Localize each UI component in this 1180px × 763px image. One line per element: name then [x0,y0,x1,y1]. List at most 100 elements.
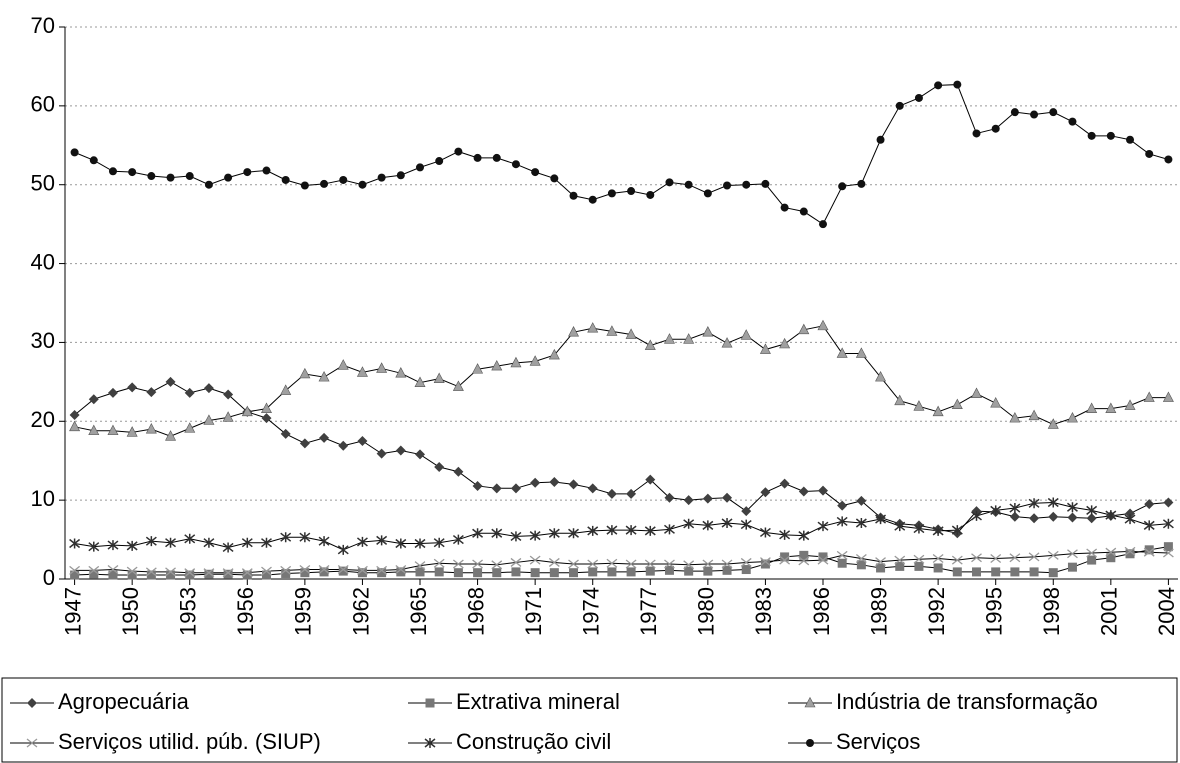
data-point [433,372,445,384]
data-point [855,553,867,564]
data-point [587,322,599,333]
data-point [203,414,215,425]
data-point [491,359,503,371]
data-point [951,525,963,536]
data-point [203,383,214,394]
data-point [665,178,674,187]
data-point [723,181,732,190]
data-point [932,525,944,536]
data-point [107,424,119,436]
x-tick-label: 1989 [866,587,891,636]
data-point [184,568,196,578]
data-point [857,179,866,188]
legend-label: Serviços utilid. púb. (SIUP) [58,729,321,754]
data-point [664,559,675,569]
data-point [1029,513,1040,524]
data-point [684,566,694,576]
data-point [1029,567,1039,577]
data-point [414,376,426,387]
data-point [69,420,81,432]
x-tick-label: 1998 [1039,587,1064,636]
data-point [415,567,425,577]
x-tick-label: 1977 [636,587,661,636]
x-tick-label: 1980 [694,587,719,636]
data-point [934,81,943,90]
data-point [817,521,829,532]
data-point [1086,402,1098,413]
series-line [74,381,1169,534]
data-point [568,326,580,337]
data-point [1162,518,1174,529]
data-point [1126,135,1135,144]
data-point [818,220,827,229]
data-point [89,569,99,579]
data-point [780,203,789,212]
data-point [932,405,944,417]
legend-marker [804,696,816,708]
data-point [108,570,118,580]
x-tick-label: 1953 [176,587,201,636]
data-point [529,355,541,366]
legend-label: Extrativa mineral [456,689,620,714]
data-point [606,525,618,536]
data-point [1086,505,1098,516]
data-point [836,550,848,560]
data-point [222,411,234,422]
data-point [1125,549,1135,559]
data-point [1047,497,1059,508]
data-point [1163,542,1173,552]
data-point [606,558,618,568]
data-point [683,495,694,506]
y-tick-label: 50 [31,171,55,196]
data-point [491,483,502,494]
data-point [69,409,80,420]
data-point [1086,548,1098,558]
data-point [1125,508,1136,519]
data-point [530,477,541,488]
data-point [779,555,791,565]
data-point [1086,513,1097,524]
data-point [88,541,100,552]
data-point [472,363,484,374]
data-point [204,180,213,189]
data-point [128,168,137,177]
data-point [568,479,579,490]
data-point [203,568,215,578]
data-point [742,180,751,189]
data-point [261,570,271,580]
data-point [318,565,330,575]
data-point [836,347,848,358]
data-point [703,566,713,576]
data-point [88,394,99,405]
data-point [664,565,674,575]
data-point [722,492,733,503]
data-point [894,555,906,565]
data-point [740,557,752,567]
data-point [1048,511,1059,522]
data-point [1106,553,1116,563]
data-point [396,567,406,577]
data-point [568,559,579,569]
data-point [280,565,292,575]
data-point [146,387,157,398]
data-point [588,567,598,577]
data-point [243,168,252,177]
legend-marker [425,698,435,708]
data-point [1144,545,1154,555]
data-point [702,493,713,504]
data-point [165,376,176,387]
data-point [319,567,329,577]
data-point [1009,511,1020,522]
data-point [530,568,540,578]
data-point [703,189,712,198]
data-point [1066,411,1078,423]
data-point [644,525,656,536]
data-point [242,570,252,580]
data-point [645,566,655,576]
data-point [702,520,714,531]
data-point [491,528,503,539]
x-tick-label: 1962 [348,587,373,636]
data-point [433,558,445,568]
data-point [222,568,234,578]
data-point [1009,503,1021,514]
